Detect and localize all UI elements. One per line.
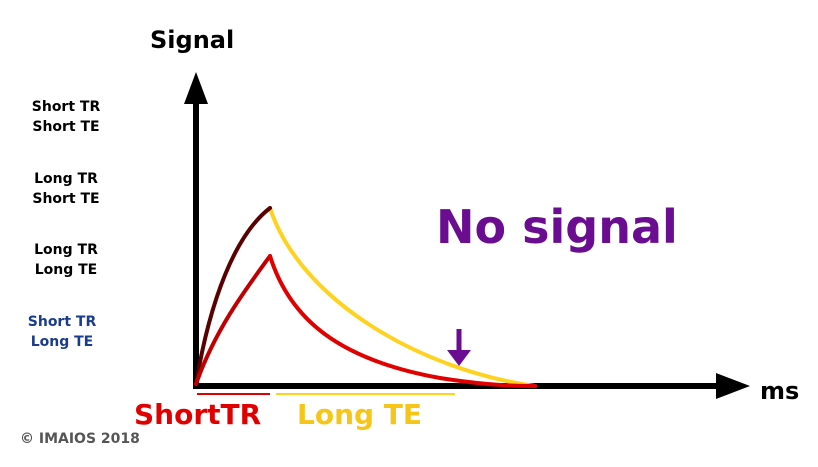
legend-long-tr-short-te: Long TR Short TE (26, 169, 106, 209)
legend-line2: Short TE (32, 119, 100, 135)
long-tr-long-te-decay-curve (268, 206, 537, 388)
y-axis-arrowhead (184, 72, 208, 104)
legend-line2: Short TE (32, 191, 100, 207)
legend-short-tr-long-te: Short TR Long TE (22, 312, 102, 352)
legend-line1: Short TR (27, 314, 97, 330)
short-tr-recovery-curve (194, 254, 272, 386)
copyright-text: © IMAIOS 2018 (20, 431, 140, 447)
x-axis-arrowhead (716, 373, 750, 399)
legend-long-tr-long-te: Long TR Long TE (26, 240, 106, 280)
short-tr-range-label: ShortTR (134, 398, 262, 431)
legend-line2: Long TE (34, 262, 98, 278)
legend-line2: Long TE (30, 334, 94, 350)
long-te-range-label: Long TE (297, 398, 423, 431)
short-tr-long-te-decay-curve (268, 254, 537, 388)
legend-line1: Short TR (31, 99, 101, 115)
legend-short-tr-short-te: Short TR Short TE (26, 97, 106, 137)
long-tr-recovery-curve (194, 206, 272, 386)
legend-line1: Long TR (34, 171, 98, 187)
legend-line1: Long TR (34, 242, 98, 258)
x-axis-label: ms (760, 377, 800, 405)
y-axis-label: Signal (150, 26, 235, 54)
no-signal-annotation: No signal (436, 200, 678, 254)
no-signal-arrow-head (447, 350, 471, 366)
